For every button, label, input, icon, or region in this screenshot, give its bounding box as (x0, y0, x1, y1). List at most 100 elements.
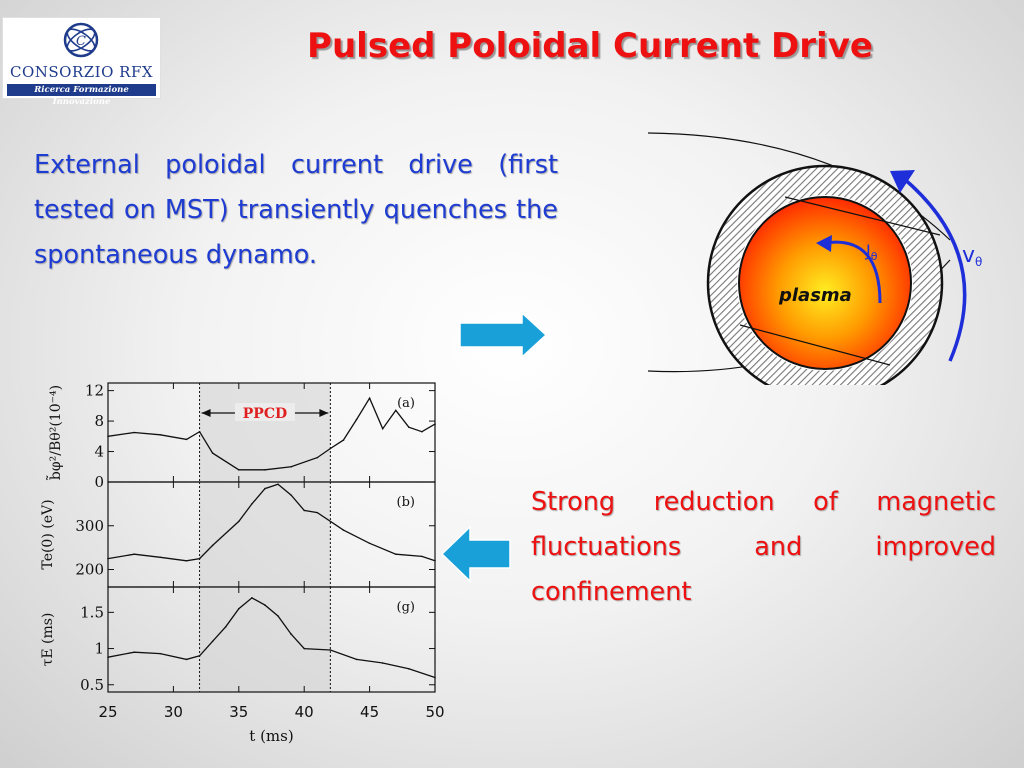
y-tick-label: 0 (94, 473, 104, 491)
data-point (290, 465, 292, 468)
svg-text:vθ: vθ (962, 243, 982, 269)
data-point (303, 647, 306, 650)
data-point (159, 556, 162, 559)
plasma-label: plasma (778, 285, 852, 306)
y-tick-label: 4 (94, 443, 104, 461)
data-point (342, 439, 345, 441)
series-line (107, 483, 436, 562)
j-label: J (865, 241, 871, 260)
data-point (238, 607, 240, 610)
data-point (185, 559, 188, 562)
x-tick-label: 50 (425, 703, 444, 721)
data-point (185, 658, 188, 661)
x-tick-label: 40 (295, 703, 314, 721)
panel-label: (a) (397, 396, 415, 411)
x-tick-label: 35 (229, 703, 248, 721)
y-tick-label: 200 (75, 561, 104, 579)
data-point (211, 452, 214, 454)
data-point (238, 520, 240, 523)
x-tick-label: 25 (98, 703, 117, 721)
y-tick-label: 300 (75, 517, 104, 535)
description-text: External poloidal current drive (first t… (34, 150, 558, 270)
data-point (394, 409, 397, 412)
data-point (329, 447, 332, 450)
y-axis-label: τE (ms) (40, 613, 56, 667)
data-point (408, 668, 410, 670)
data-point (264, 604, 266, 606)
data-point (342, 529, 345, 531)
svg-text:Jθ: Jθ (865, 241, 878, 263)
v-label: v (962, 243, 975, 268)
ppcd-window-shade (199, 482, 331, 587)
logo-tagline: Ricerca Formazione Innovazione (7, 84, 156, 107)
left-arrow-icon (440, 525, 511, 583)
data-point (185, 438, 188, 441)
x-tick-label: 45 (360, 703, 379, 721)
data-point (107, 656, 109, 659)
data-point (198, 654, 201, 657)
result-text: Strong reduction of magnetic fluctuation… (531, 487, 996, 607)
y-tick-label: 1 (94, 640, 104, 658)
j-theta-arrow (824, 240, 882, 304)
data-point (107, 557, 109, 560)
data-point (290, 633, 292, 635)
data-point (277, 483, 279, 485)
data-point (224, 626, 227, 628)
data-point (434, 559, 436, 562)
data-point (381, 427, 384, 430)
data-point (290, 494, 292, 496)
data-point (408, 426, 410, 428)
data-point (211, 640, 214, 643)
ppcd-chart: 0 4 8 12 (a) b̃φ²/Bθ²(10⁻⁴) 200 300 (b) Te(0) (eV… (40, 382, 445, 745)
data-point (159, 652, 162, 655)
panel-label: (b) (397, 495, 415, 510)
slide-title: Pulsed Poloidal Current Drive (307, 26, 873, 66)
consorzio-rfx-logo: C CONSORZIO RFX Ricerca Formazione Innov… (2, 17, 161, 107)
x-axis-label: t (ms) (249, 727, 293, 745)
ppcd-window-shade (199, 383, 331, 482)
series-line (107, 597, 436, 679)
data-point (107, 435, 109, 438)
plasma-diagram: plasma Jθ vθ (647, 132, 982, 385)
data-point (316, 511, 319, 514)
x-tick-label: 30 (164, 703, 183, 721)
y-axis-label: Te(0) (eV) (40, 499, 56, 569)
data-point (368, 542, 371, 545)
data-point (355, 418, 358, 421)
data-point (198, 430, 201, 433)
data-point (198, 557, 201, 560)
data-point (329, 649, 332, 651)
data-point (238, 469, 240, 471)
panel-frame (107, 586, 436, 693)
data-point (159, 433, 162, 436)
data-point (251, 503, 253, 505)
data-point (394, 553, 397, 555)
v-sub: θ (975, 255, 982, 269)
ppcd-arrow-left (201, 409, 211, 417)
data-point (251, 597, 253, 599)
data-point (303, 509, 306, 512)
data-point (133, 651, 135, 653)
y-axis-label: b̃φ²/Bθ²(10⁻⁴) (45, 385, 64, 480)
data-point (264, 469, 266, 471)
data-point (316, 456, 319, 459)
right-arrow-icon (459, 312, 548, 358)
data-point (211, 544, 214, 547)
panel-label: (g) (397, 600, 415, 615)
logo-emblem: C (63, 22, 99, 58)
data-point (381, 662, 384, 664)
data-point (421, 555, 423, 558)
j-sub: θ (871, 250, 878, 263)
data-point (133, 431, 135, 434)
svg-text:C: C (76, 34, 86, 49)
y-tick-label: 12 (85, 382, 104, 400)
ppcd-arrow-right (319, 409, 329, 417)
data-point (434, 423, 436, 425)
y-tick-label: 0.5 (80, 676, 104, 694)
data-point (277, 615, 279, 617)
y-tick-label: 1.5 (80, 603, 104, 621)
data-point (421, 430, 423, 433)
plasma-core (738, 196, 912, 370)
ppcd-label-bg (234, 403, 295, 421)
logo-name: CONSORZIO RFX (9, 63, 154, 81)
